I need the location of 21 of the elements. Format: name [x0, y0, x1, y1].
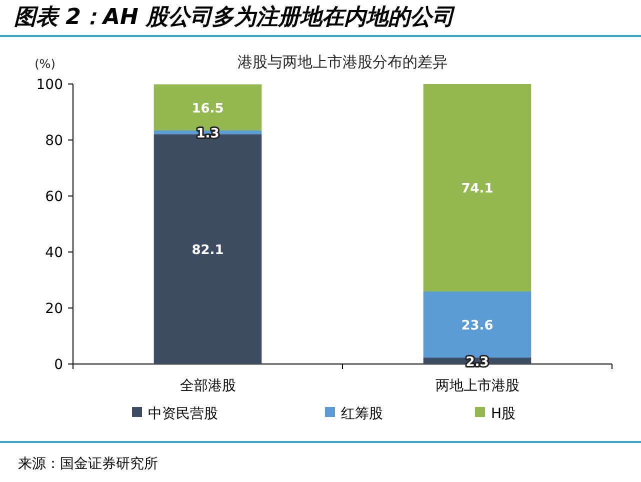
y-axis-title: (%): [34, 57, 56, 71]
y-tick-label: 0: [54, 357, 63, 373]
legend-label: 中资民营股: [148, 406, 218, 422]
y-tick-label: 80: [45, 133, 63, 149]
data-label: 23.6: [461, 318, 494, 334]
x-tick-label: 两地上市港股: [435, 378, 520, 394]
y-tick-label: 20: [45, 301, 63, 317]
data-label: 1.3: [196, 126, 220, 142]
y-tick-label: 40: [45, 245, 63, 261]
data-label: 74.1: [461, 182, 494, 197]
chart-subtitle: 港股与两地上市港股分布的差异: [238, 53, 448, 71]
x-tick-label: 全部港股: [180, 378, 236, 394]
y-tick-label: 100: [36, 77, 63, 93]
bar: [423, 84, 532, 292]
y-tick-label: 60: [45, 189, 63, 205]
legend-label: 红筹股: [341, 406, 383, 422]
chart-title: 图表 2：AH 股公司多为注册地在内地的公司: [14, 4, 456, 30]
source-note: 来源：国金证券研究所: [18, 456, 158, 472]
legend-label: H股: [491, 406, 516, 422]
data-label: 16.5: [192, 101, 224, 116]
data-label: 82.1: [192, 243, 224, 258]
